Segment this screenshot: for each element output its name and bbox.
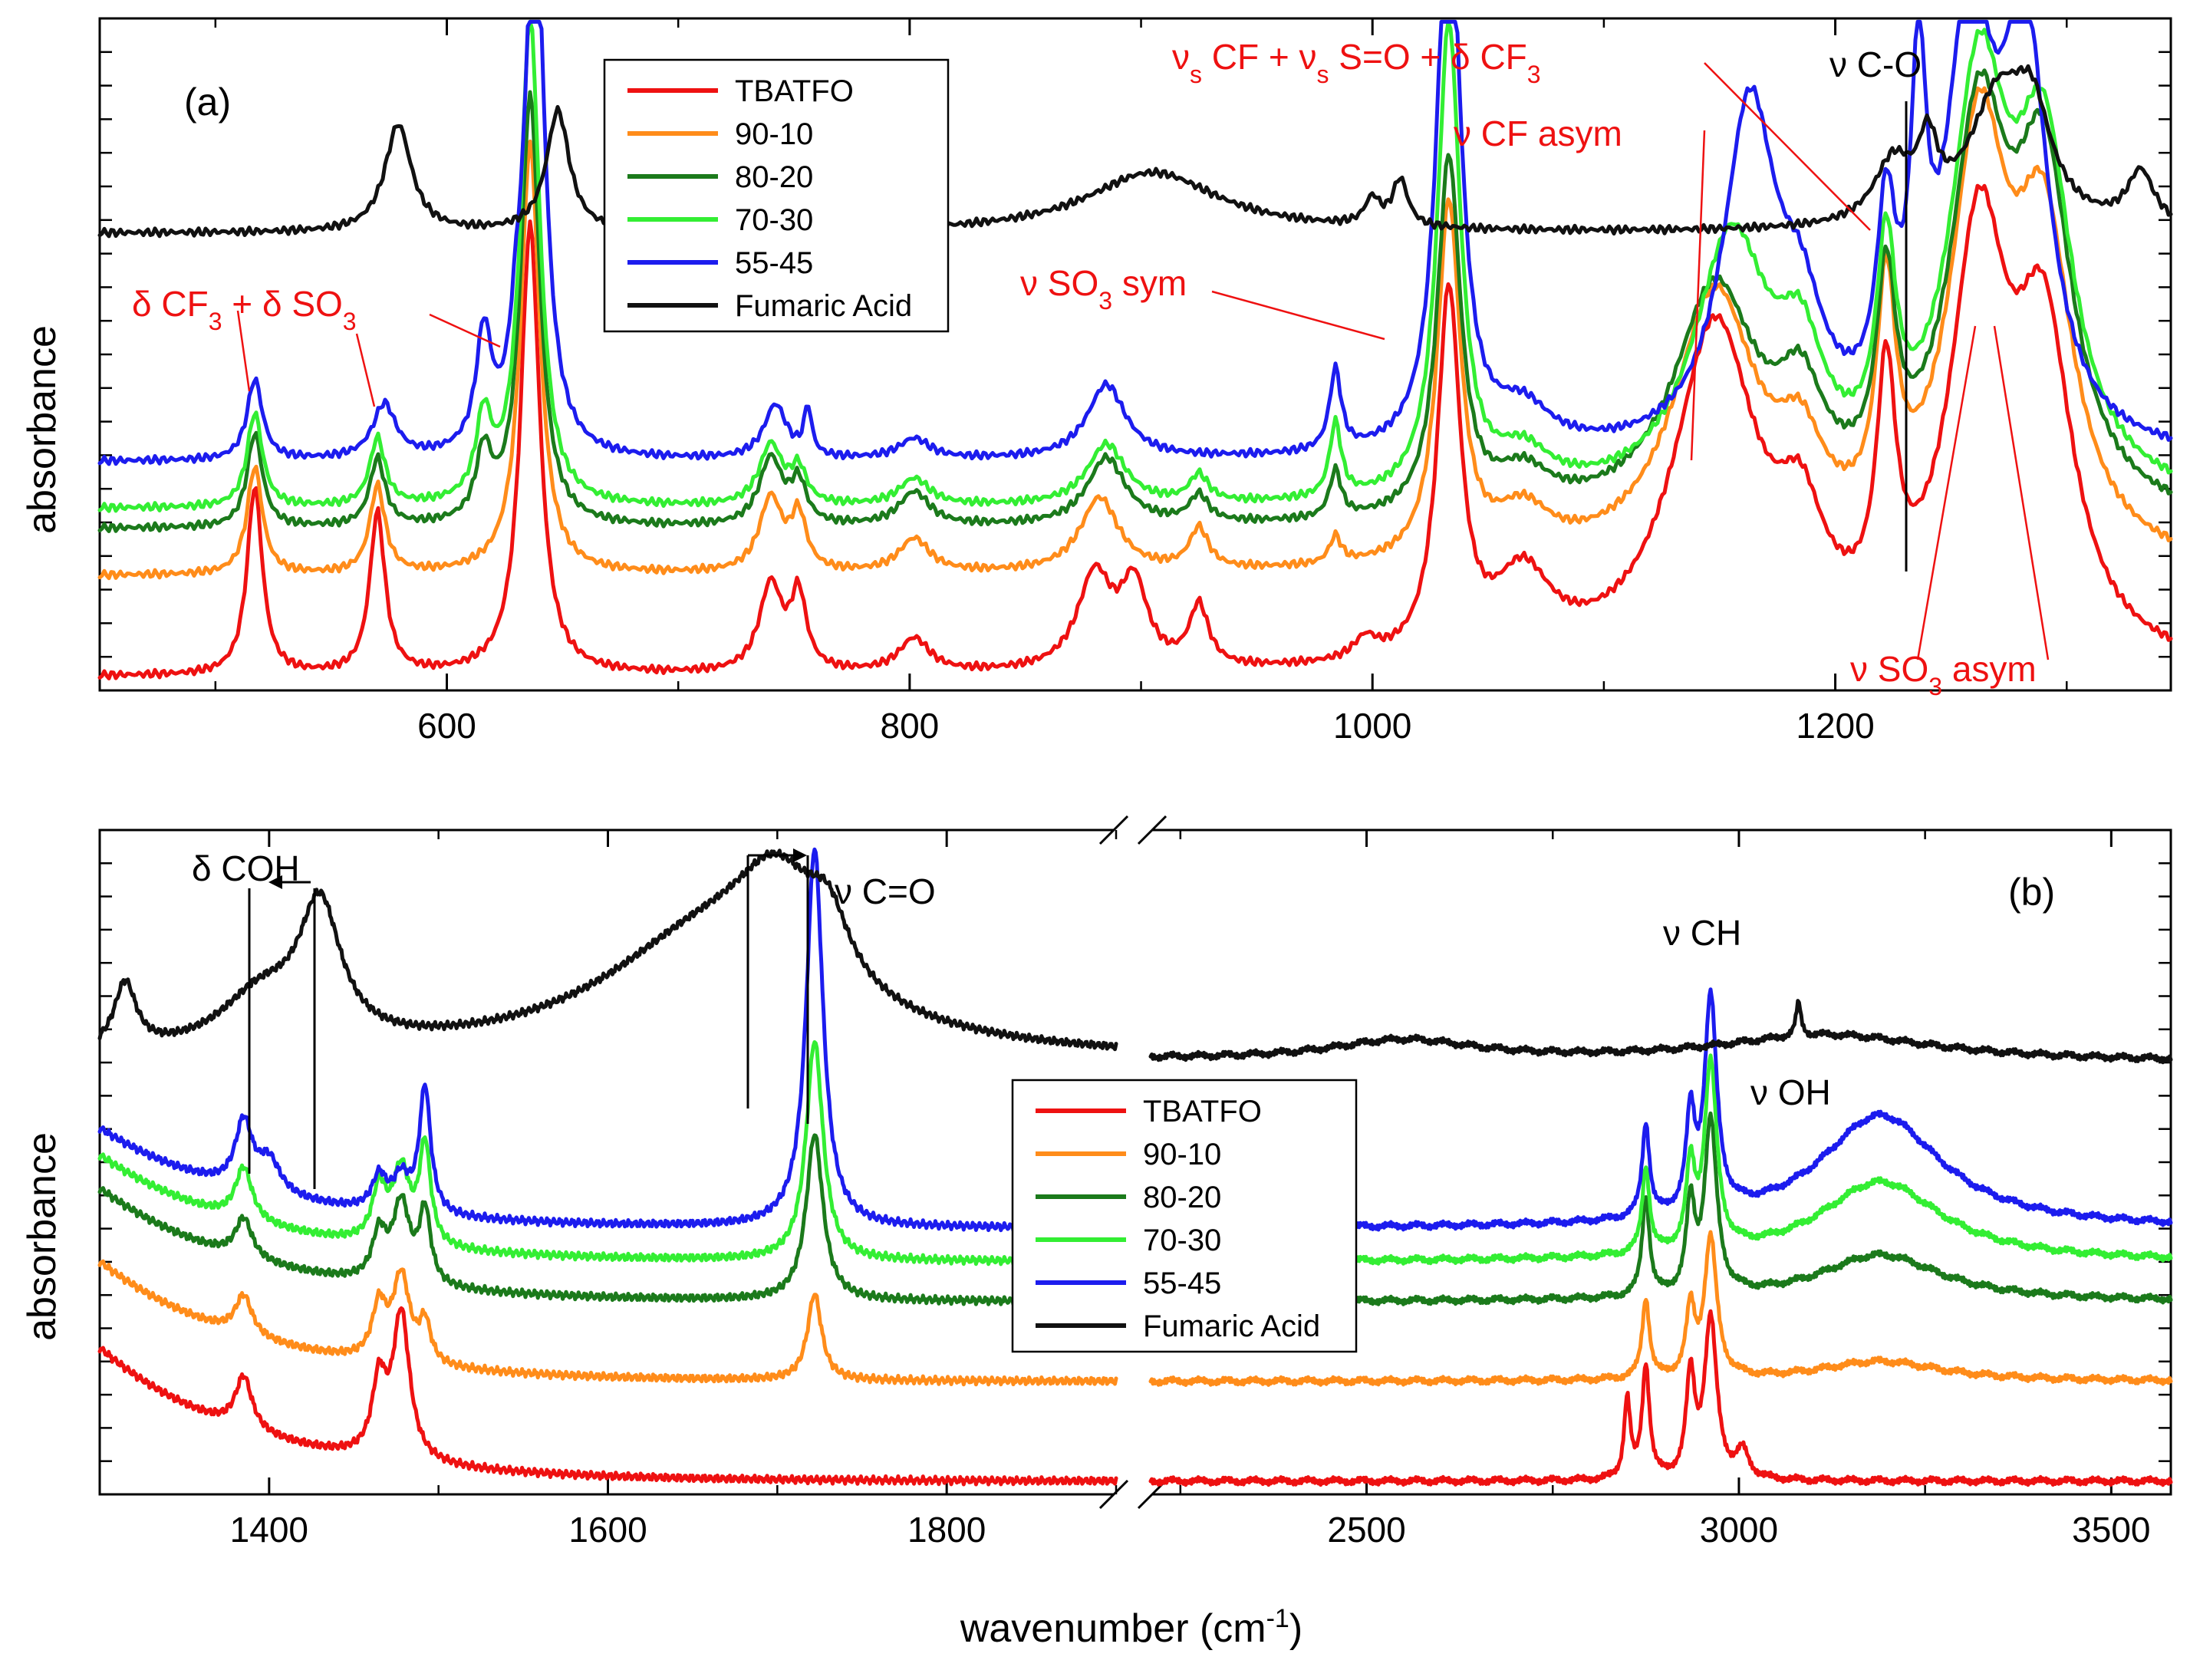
series-b-90-10-seg0 [97,1259,1118,1387]
break-mark-top-left [1098,815,1129,845]
ann-line-so3-left [355,333,376,407]
legend-panel-a: TBATFO 90-10 80-20 70-30 55-45 Fumaric Acid [603,58,950,333]
legend-panel-b: TBATFO 90-10 80-20 70-30 55-45 Fumaric Acid [1011,1079,1358,1353]
axis-break-marks [1098,815,1167,1510]
x-tick-label-a-1000: 1000 [1333,706,1411,746]
x-tick-label-b-2500: 2500 [1327,1510,1405,1550]
legend-a-box [603,58,950,333]
series-a-tbatfo [97,183,2173,680]
legend-label-a-tbatfo: TBATFO [735,74,854,108]
ann-so3-asym: ν SO3 asym [1850,649,2037,700]
series-b-tbatfo-seg0 [97,1306,1118,1487]
x-tick-label-b-1800: 1800 [907,1510,986,1550]
series-b-fumaric-acid-seg0 [97,848,1118,1052]
series-a-80-20 [97,68,2173,533]
legend-b-box [1011,1079,1358,1353]
panel-a-annotation-lines [236,62,2050,660]
ann-oh: ν OH [1750,1072,1831,1112]
series-b-90-10-seg1 [1148,1230,2173,1387]
series-b-tbatfo-seg1 [1148,1309,2173,1487]
x-tick-label-b-3500: 3500 [2072,1510,2150,1550]
panel-b: 1400 1600 1800 2500 3000 3500 (b) absorbance … [20,815,2173,1651]
ann-line-so3-asym-l [1916,325,1977,660]
series-b-fumaric-acid-seg1 [1148,999,2173,1065]
ann-ch: ν CH [1663,913,1741,953]
legend-label-b-fumaric-acid: Fumaric Acid [1143,1309,1320,1343]
series-b-70-30-seg0 [97,1040,1118,1267]
panel-b-ticks: 1400 1600 1800 2500 3000 3500 [98,830,2171,1550]
ann-line-cf3-left [236,310,251,392]
ann-coh: δ COH [192,848,300,888]
ann-line-so3-asym-r [1993,325,2050,660]
x-tick-label-a-1200: 1200 [1796,706,1874,746]
panel-a-series [97,19,2173,680]
legend-label-a-90-10: 90-10 [735,117,813,151]
legend-label-a-80-20: 80-20 [735,160,813,194]
legend-label-a-55-45: 55-45 [735,246,813,280]
legend-label-b-80-20: 80-20 [1143,1181,1221,1214]
panel-a-tag: (a) [184,81,231,124]
series-a-90-10 [97,86,2173,581]
axis-break-gap-bottom [1114,1488,1152,1500]
break-mark-bottom-left [1098,1479,1129,1510]
x-tick-label-a-600: 600 [417,706,476,746]
ann-line-so3-sym [1211,290,1385,341]
x-tick-label-b-3000: 3000 [1700,1510,1778,1550]
series-a-fumaric-acid [97,64,2173,239]
legend-label-b-tbatfo: TBATFO [1143,1095,1262,1128]
axis-break-gap-top [1114,824,1152,836]
series-b-55-45-seg0 [97,847,1118,1233]
ann-c-o: ν C-O [1829,44,1922,84]
x-tick-label-b-1600: 1600 [568,1510,647,1550]
series-a-70-30 [97,19,2173,513]
panel-a-y-axis-label: absorbance [20,325,64,534]
ann-line-vs-so [1704,62,1871,231]
ann-cf-asym: ν CF asym [1454,114,1622,153]
x-tick-label-a-800: 800 [880,706,939,746]
panel-a-ticks: 600 800 1000 1200 [100,18,2171,746]
legend-label-b-70-30: 70-30 [1143,1224,1221,1257]
panel-b-tag: (b) [2008,871,2055,914]
panel-a-frame [98,17,2172,692]
panel-b-marker-lines [248,854,809,1189]
ann-c-double-o: ν C=O [835,871,936,911]
panel-a: 600 800 1000 1200 (a) absorbance δ CF3 + δ … [20,17,2173,746]
ann-line-so3-bend [429,313,501,348]
ann-vs-cf-so: νs CF + νs S=O + δ CF3 [1172,37,1541,88]
x-axis-label: wavenumber (cm-1) [960,1604,1302,1651]
legend-label-a-70-30: 70-30 [735,203,813,237]
arrow-coh-head-icon [268,875,282,889]
legend-label-b-55-45: 55-45 [1143,1267,1221,1300]
arrow-co-head-icon [793,848,807,862]
legend-label-a-fumaric-acid: Fumaric Acid [735,289,912,323]
series-a-55-45 [97,19,2173,466]
break-mark-top-right [1137,815,1167,845]
legend-label-b-90-10: 90-10 [1143,1138,1221,1171]
panel-b-y-axis-label: absorbance [20,1132,64,1341]
ann-so3-sym: ν SO3 sym [1020,263,1187,315]
series-b-80-20-seg0 [97,1133,1118,1306]
ann-cf3-so3-bend: δ CF3 + δ SO3 [132,284,357,335]
x-tick-label-b-1400: 1400 [230,1510,308,1550]
ann-line-vs-cf [1690,130,1706,461]
